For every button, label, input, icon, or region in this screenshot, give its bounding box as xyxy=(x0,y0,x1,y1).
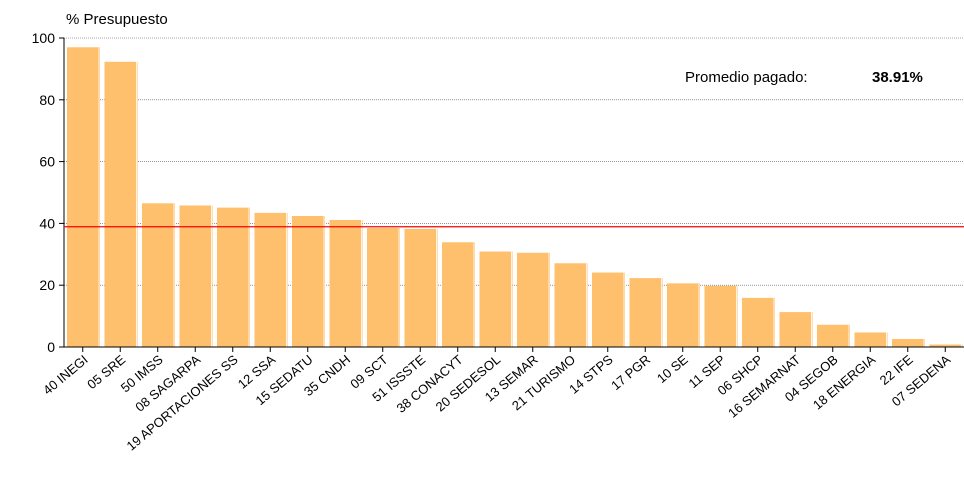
y-tick-label: 20 xyxy=(39,277,55,293)
bar xyxy=(292,215,325,347)
bar xyxy=(554,263,588,347)
y-tick-label: 60 xyxy=(39,154,55,170)
bar xyxy=(817,324,850,347)
bar xyxy=(479,251,513,347)
bar xyxy=(854,332,888,347)
x-tick-label: 17 PGR xyxy=(608,352,653,393)
bar xyxy=(442,242,475,347)
bar xyxy=(179,205,213,347)
bar xyxy=(929,344,963,347)
bar xyxy=(667,283,700,347)
bar xyxy=(742,297,775,347)
bar xyxy=(779,312,813,347)
average-label: Promedio pagado: xyxy=(685,69,808,86)
bars xyxy=(67,47,963,348)
grid-lines xyxy=(64,37,964,286)
bar xyxy=(217,207,250,347)
x-tick-label: 40 INEGI xyxy=(40,352,91,398)
y-tick-label: 40 xyxy=(39,215,55,231)
bar xyxy=(592,272,625,347)
bar xyxy=(404,228,438,347)
bar xyxy=(892,338,925,347)
bar xyxy=(629,278,663,347)
bar xyxy=(704,285,738,347)
y-axis-label: % Presupuesto xyxy=(66,11,168,28)
bar xyxy=(329,220,363,347)
average-value: 38.91% xyxy=(872,69,923,86)
bar xyxy=(254,212,288,347)
bar xyxy=(142,203,175,347)
bar xyxy=(517,252,550,347)
y-axis-ticks: 0 20 40 60 80 100 xyxy=(32,30,64,355)
bar xyxy=(104,61,138,347)
y-tick-label: 100 xyxy=(32,30,56,46)
bar xyxy=(67,47,100,348)
y-tick-label: 0 xyxy=(47,339,55,355)
bar xyxy=(367,228,400,347)
y-tick-label: 80 xyxy=(39,92,55,108)
